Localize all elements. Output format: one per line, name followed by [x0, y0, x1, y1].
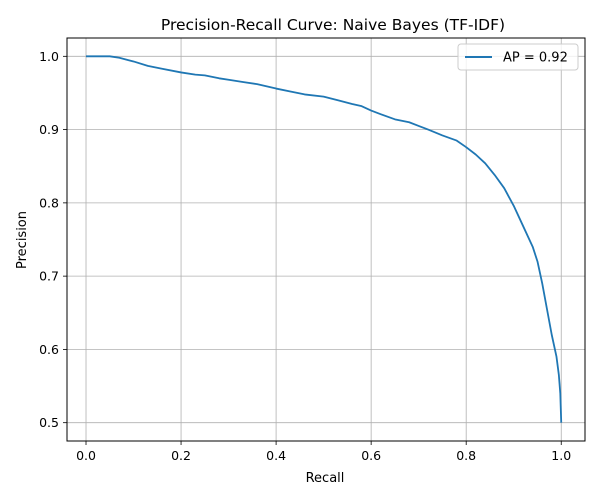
legend-entry-label: AP = 0.92: [503, 51, 568, 66]
y-tick-label: 0.9: [39, 122, 59, 137]
y-tick-label: 0.8: [39, 195, 59, 210]
x-tick-label: 1.0: [551, 448, 571, 463]
y-tick-label: 0.6: [39, 342, 59, 357]
series-layer: [86, 55, 563, 423]
x-tick-label: 0.2: [171, 448, 191, 463]
plot-frame: [66, 37, 586, 442]
axis-ticks: 0.0 0.2 0.4 0.6 0.8 1.0 0.5 0.6 0.7 0.8 0.9 1.0: [39, 49, 571, 463]
x-tick-label: 0.4: [266, 448, 286, 463]
series-line-0: [86, 55, 563, 423]
x-axis-label: Recall: [306, 471, 345, 486]
legend: AP = 0.92: [457, 43, 579, 71]
chart-title: Precision-Recall Curve: Naive Bayes (TF-…: [161, 16, 505, 34]
y-tick-label: 1.0: [39, 49, 59, 64]
grid-lines: [67, 38, 585, 441]
y-axis-label: Precision: [15, 211, 30, 269]
y-tick-label: 0.5: [39, 415, 59, 430]
legend-box: [457, 43, 579, 71]
x-tick-label: 0.0: [76, 448, 96, 463]
x-tick-label: 0.6: [361, 448, 381, 463]
y-tick-label: 0.7: [39, 269, 59, 284]
x-tick-label: 0.8: [456, 448, 476, 463]
